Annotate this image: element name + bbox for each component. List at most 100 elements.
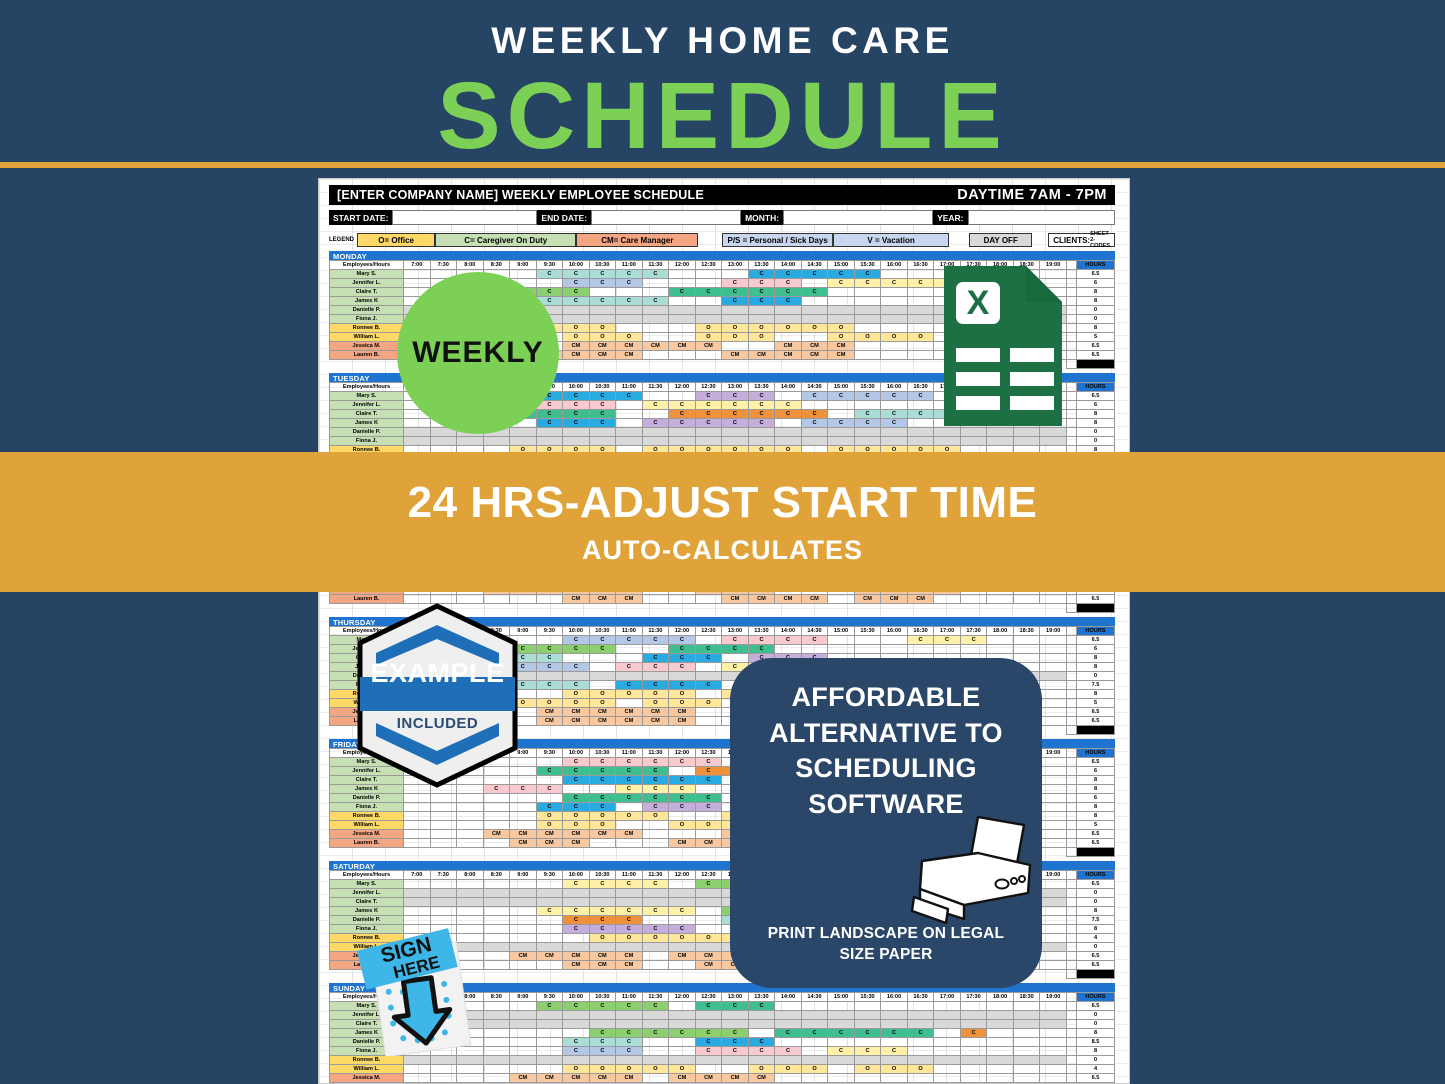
shift-cell-empty[interactable] <box>1039 933 1067 943</box>
shift-cell-empty[interactable] <box>774 1001 802 1011</box>
shift-cell[interactable]: CM <box>615 951 643 961</box>
shift-cell[interactable]: CM <box>588 350 617 360</box>
shift-cell[interactable]: C <box>694 1001 723 1011</box>
shift-cell-empty[interactable] <box>694 594 723 604</box>
shift-cell[interactable]: C <box>906 391 935 401</box>
shift-cell-empty[interactable] <box>880 287 908 297</box>
shift-cell-empty[interactable] <box>615 698 643 708</box>
shift-cell[interactable]: C <box>562 906 590 916</box>
shift-cell[interactable]: CM <box>535 1073 564 1083</box>
shift-cell-empty[interactable] <box>535 933 564 943</box>
shift-cell-off[interactable] <box>588 888 617 898</box>
shift-cell-empty[interactable] <box>482 951 511 961</box>
shift-cell-empty[interactable] <box>853 400 882 410</box>
shift-cell-empty[interactable] <box>456 811 484 821</box>
shift-cell-off[interactable] <box>668 888 696 898</box>
shift-cell[interactable]: C <box>747 418 776 428</box>
shift-cell-empty[interactable] <box>880 644 908 654</box>
shift-cell-empty[interactable] <box>535 879 564 889</box>
shift-cell-off[interactable] <box>986 1055 1014 1065</box>
shift-cell[interactable]: C <box>959 635 988 645</box>
shift-cell[interactable]: C <box>668 906 696 916</box>
shift-cell-empty[interactable] <box>562 933 590 943</box>
shift-cell[interactable]: C <box>694 775 723 785</box>
shift-cell-off[interactable] <box>800 436 829 446</box>
shift-cell-empty[interactable] <box>1039 951 1067 961</box>
shift-cell[interactable]: CM <box>535 951 564 961</box>
shift-cell-empty[interactable] <box>853 341 882 351</box>
shift-cell[interactable]: C <box>562 635 590 645</box>
shift-cell[interactable]: C <box>800 409 829 419</box>
shift-cell-empty[interactable] <box>1039 820 1067 830</box>
shift-cell[interactable]: C <box>562 287 590 297</box>
shift-cell-empty[interactable] <box>429 1073 458 1083</box>
shift-cell-empty[interactable] <box>482 1028 511 1038</box>
shift-cell-empty[interactable] <box>482 793 511 803</box>
shift-cell-empty[interactable] <box>959 1037 988 1047</box>
shift-cell[interactable]: C <box>694 879 723 889</box>
shift-cell[interactable]: CM <box>535 716 564 726</box>
shift-cell-off[interactable] <box>588 314 617 324</box>
shift-cell[interactable]: C <box>721 391 749 401</box>
shift-cell-off[interactable] <box>429 436 458 446</box>
shift-cell[interactable]: CM <box>694 341 723 351</box>
shift-cell-empty[interactable] <box>482 933 511 943</box>
shift-cell[interactable]: C <box>827 278 855 288</box>
shift-cell-empty[interactable] <box>1039 707 1067 717</box>
shift-cell-off[interactable] <box>774 436 802 446</box>
shift-cell[interactable]: C <box>853 418 882 428</box>
shift-cell-empty[interactable] <box>403 278 431 288</box>
shift-cell[interactable]: O <box>588 933 617 943</box>
shift-cell-off[interactable] <box>827 1010 855 1020</box>
shift-cell-empty[interactable] <box>535 689 564 699</box>
shift-cell-off[interactable] <box>615 1019 643 1029</box>
shift-cell-off[interactable] <box>562 888 590 898</box>
shift-cell[interactable]: C <box>747 1046 776 1056</box>
shift-cell-off[interactable] <box>668 427 696 437</box>
shift-cell[interactable]: CM <box>588 829 617 839</box>
shift-cell-empty[interactable] <box>535 915 564 925</box>
shift-cell-off[interactable] <box>482 897 511 907</box>
shift-cell-off[interactable] <box>615 942 643 952</box>
shift-cell-off[interactable] <box>535 427 564 437</box>
shift-cell-off[interactable] <box>588 305 617 315</box>
shift-cell-empty[interactable] <box>641 323 670 333</box>
shift-cell[interactable]: C <box>721 287 749 297</box>
shift-cell[interactable]: C <box>668 1028 696 1038</box>
shift-cell[interactable]: O <box>588 698 617 708</box>
shift-cell[interactable]: CM <box>509 829 537 839</box>
shift-cell-off[interactable] <box>509 1010 537 1020</box>
shift-cell-off[interactable] <box>906 1055 935 1065</box>
shift-cell[interactable]: C <box>668 644 696 654</box>
shift-cell-off[interactable] <box>800 1010 829 1020</box>
shift-cell[interactable]: C <box>880 418 908 428</box>
shift-cell-off[interactable] <box>562 1010 590 1020</box>
shift-cell[interactable]: CM <box>482 829 511 839</box>
month-input[interactable] <box>783 210 934 225</box>
shift-cell[interactable]: C <box>535 418 564 428</box>
shift-cell-off[interactable] <box>827 427 855 437</box>
shift-cell[interactable]: C <box>668 418 696 428</box>
shift-cell-empty[interactable] <box>853 644 882 654</box>
shift-cell-empty[interactable] <box>747 1028 776 1038</box>
shift-cell[interactable]: O <box>694 332 723 342</box>
shift-cell-empty[interactable] <box>456 1064 484 1074</box>
shift-cell-off[interactable] <box>694 427 723 437</box>
shift-cell-off[interactable] <box>588 1019 617 1029</box>
shift-cell[interactable]: C <box>694 409 723 419</box>
shift-cell-off[interactable] <box>456 436 484 446</box>
shift-cell-off[interactable] <box>482 1055 511 1065</box>
shift-cell[interactable]: C <box>615 1046 643 1056</box>
shift-cell-empty[interactable] <box>906 269 935 279</box>
shift-cell-empty[interactable] <box>456 829 484 839</box>
shift-cell-empty[interactable] <box>1012 1073 1041 1083</box>
shift-cell[interactable]: C <box>562 409 590 419</box>
shift-cell[interactable]: CM <box>721 594 749 604</box>
shift-cell[interactable]: O <box>906 332 935 342</box>
shift-cell-empty[interactable] <box>429 793 458 803</box>
shift-cell[interactable]: C <box>694 287 723 297</box>
shift-cell-empty[interactable] <box>721 341 749 351</box>
shift-cell-empty[interactable] <box>800 644 829 654</box>
shift-cell-empty[interactable] <box>429 802 458 812</box>
shift-cell-off[interactable] <box>853 1019 882 1029</box>
